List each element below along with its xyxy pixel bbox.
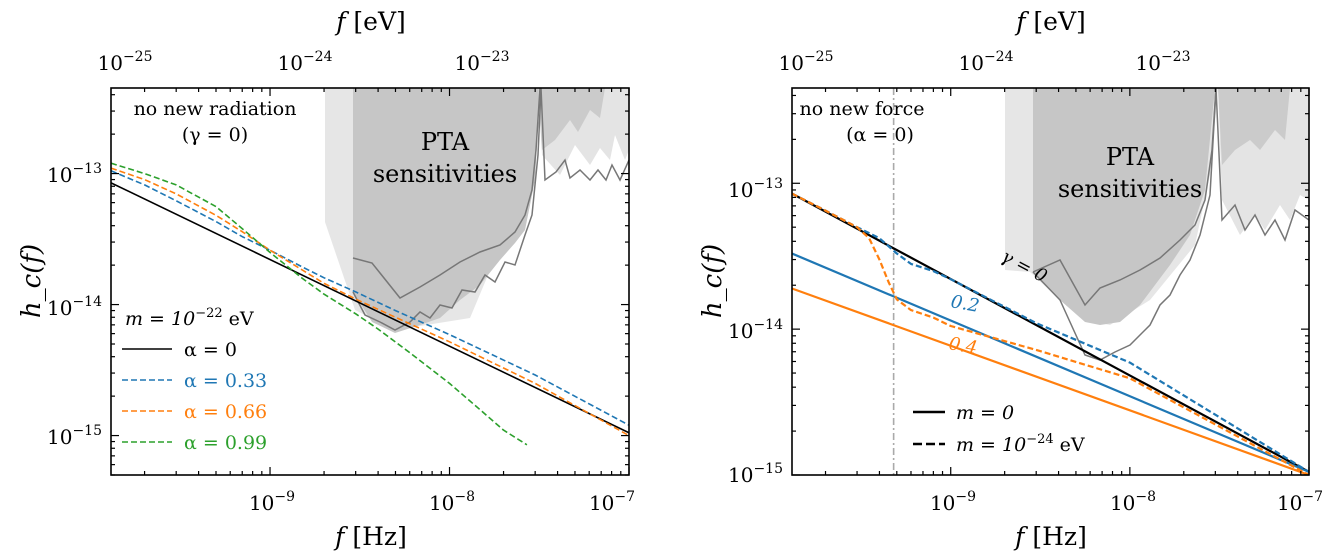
x-tick-label-1e-9: 10−9 (249, 489, 295, 515)
top-tick-label-1e-23: 10−23 (1136, 49, 1191, 75)
series-line-0 (111, 182, 629, 434)
pta-label-left-line1: PTA (421, 128, 470, 156)
y-tick-label-1e-13: 10−13 (47, 161, 102, 187)
x-tick-label-1e-7: 10−7 (1277, 489, 1323, 515)
y-tick-label-1e-13: 10−13 (728, 176, 783, 202)
top-tick-label-1e-24: 10−24 (959, 49, 1014, 75)
series-group-left (111, 162, 629, 446)
legend-label-alpha0: α = 0 (184, 339, 237, 361)
panel-right: 10−9 10−8 10−7 10−25 10−24 10−23 10−13 1… (698, 7, 1323, 551)
y-tick-label-1e-15: 10−15 (47, 423, 102, 449)
legend-left: m = 10−22 eV α = 0 α = 0.33 α = 0.66 α =… (122, 306, 267, 454)
plot-frame-right (791, 87, 1310, 476)
pta-sensitivity-region-left (325, 88, 629, 333)
x-axis-title-right: f [Hz] (1013, 522, 1087, 551)
series-line-3 (792, 192, 1309, 473)
y-tick-label-1e-14: 10−14 (728, 317, 783, 343)
ticks-right (792, 88, 1310, 476)
curve-label-gamma02: 0.2 (949, 291, 981, 317)
top-tick-label-1e-25: 10−25 (98, 49, 153, 75)
y-tick-label-1e-14: 10−14 (47, 294, 102, 320)
y-axis-title-left: h_c(f) (17, 244, 47, 318)
annotation-left-line1: no new radiation (134, 98, 297, 120)
pta-sensitivity-region-right (1005, 88, 1309, 361)
annotation-right-line1: no new force (800, 98, 925, 120)
pta-label-right-line2: sensitivities (1058, 175, 1202, 203)
top-axis-title-left: f [eV] (334, 7, 406, 36)
series-group-right (792, 88, 1309, 475)
pta-label-right-line1: PTA (1106, 143, 1155, 171)
top-axis-title-right: f [eV] (1014, 7, 1086, 36)
y-axis-title-right: h_c(f) (698, 244, 728, 318)
series-line-2 (792, 287, 1309, 475)
annotation-right-line2: (α = 0) (846, 124, 914, 146)
legend-title-left: m = 10−22 eV (125, 306, 254, 330)
top-tick-label-1e-24: 10−24 (278, 49, 333, 75)
series-line-0 (792, 192, 1309, 473)
top-tick-label-1e-23: 10−23 (455, 49, 510, 75)
plot-frame-left (110, 87, 630, 476)
pta-curve-1 (1032, 88, 1217, 307)
x-tick-label-1e-8: 10−8 (1110, 489, 1156, 515)
panel-left: 10−9 10−8 10−7 10−25 10−24 10−23 10−13 1… (17, 7, 635, 551)
x-tick-label-1e-7: 10−7 (589, 489, 635, 515)
legend-right: m = 0 m = 10−24 eV (913, 402, 1085, 456)
pta-curve-2 (1032, 88, 1309, 361)
pta-region-dark (1033, 88, 1215, 325)
pta-curve-1 (352, 88, 541, 299)
pta-region-dark (353, 88, 540, 333)
y-tick-label-1e-15: 10−15 (728, 461, 783, 487)
curve-label-gamma04: 0.4 (947, 333, 979, 359)
series-line-4 (792, 192, 1309, 475)
legend-label-alpha033: α = 0.33 (184, 370, 267, 392)
legend-label-alpha066: α = 0.66 (184, 401, 267, 423)
series-line-3 (111, 162, 528, 446)
legend-label-alpha099: α = 0.99 (184, 432, 267, 454)
series-line-1 (792, 252, 1309, 473)
pta-region-right-dark (538, 88, 605, 150)
pta-curve-2 (352, 88, 629, 331)
pta-label-left-line2: sensitivities (373, 160, 517, 188)
top-tick-label-1e-25: 10−25 (779, 49, 834, 75)
x-tick-label-1e-8: 10−8 (429, 489, 475, 515)
ticks-left (111, 88, 630, 476)
legend-label-m0: m = 0 (956, 402, 1014, 424)
annotation-left-line2: (γ = 0) (182, 124, 248, 146)
series-line-2 (111, 167, 629, 437)
legend-label-m1e-24: m = 10−24 eV (956, 432, 1085, 456)
pta-region-right-dark (1218, 88, 1290, 165)
x-axis-title-left: f [Hz] (333, 522, 407, 551)
x-tick-label-1e-9: 10−9 (930, 489, 976, 515)
